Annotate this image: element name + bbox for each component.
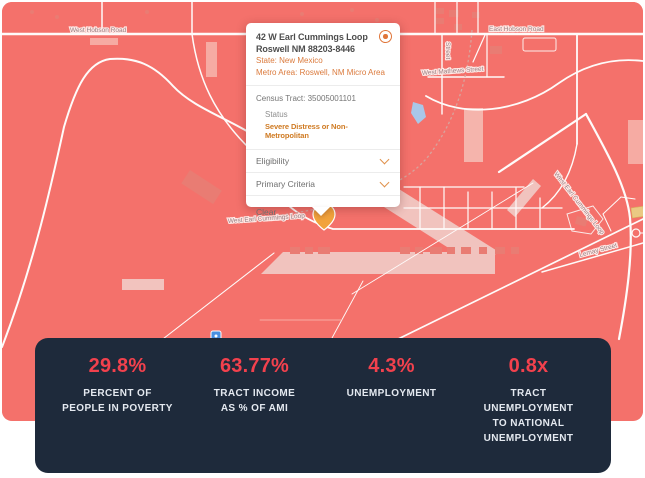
census-tract-row: Census Tract: 35005001101 <box>256 94 390 103</box>
stat-unemployment-ratio-label: TRACT UNEMPLOYMENT TO NATIONAL UNEMPLOYM… <box>483 388 574 444</box>
eligibility-section[interactable]: Eligibility <box>256 150 390 172</box>
primary-criteria-label: Primary Criteria <box>256 179 316 189</box>
stat-unemployment-ratio-value: 0.8x <box>508 355 549 377</box>
outlined-building <box>522 37 557 52</box>
primary-criteria-section[interactable]: Primary Criteria <box>256 173 390 195</box>
census-tract-label: Census Tract: <box>256 94 306 103</box>
metro-value: Roswell, NM Micro Area <box>299 68 385 77</box>
address-line-1: 42 W Earl Cummings Loop <box>256 32 368 42</box>
divider <box>246 172 400 173</box>
map-buildings <box>30 8 588 254</box>
state-row: State: New Mexico <box>256 55 390 67</box>
street-label: East Hobson Road <box>489 26 544 33</box>
clear-button[interactable]: Clear <box>256 207 277 217</box>
street-label: Street <box>444 42 451 60</box>
divider <box>246 85 400 86</box>
status-value: Severe Distress or Non-Metropolitan <box>265 122 348 140</box>
popup-address: 42 W Earl Cummings Loop Roswell NM 88203… <box>256 31 390 55</box>
street-label: West Hobson Road <box>70 27 127 34</box>
chevron-down-icon <box>379 154 390 164</box>
tract-info-popup: 42 W Earl Cummings Loop Roswell NM 88203… <box>246 23 400 217</box>
state-value: New Mexico <box>279 56 323 65</box>
stat-tract-income-label: TRACT INCOME AS % OF AMI <box>213 388 296 414</box>
metro-area-row: Metro Area: Roswell, NM Micro Area <box>256 67 390 79</box>
stat-poverty-label: PERCENT OF PEOPLE IN POVERTY <box>62 388 173 414</box>
stat-tract-income-value: 63.77% <box>219 355 290 377</box>
stats-bar: 29.8% PERCENT OF PEOPLE IN POVERTY 63.77… <box>35 338 611 473</box>
clear-row: Clear <box>256 196 390 217</box>
eligibility-label: Eligibility <box>256 156 290 166</box>
yellow-building <box>630 205 643 219</box>
metro-label: Metro Area: <box>256 68 298 77</box>
stat-poverty: 29.8% PERCENT OF PEOPLE IN POVERTY <box>49 355 186 473</box>
divider <box>246 149 400 150</box>
stat-unemployment-value: 4.3% <box>368 355 415 377</box>
close-icon-dot <box>383 34 388 39</box>
pond <box>411 102 426 124</box>
chevron-down-icon <box>379 177 390 187</box>
stat-tract-income: 63.77% TRACT INCOME AS % OF AMI <box>186 355 323 473</box>
stat-unemployment-label: UNEMPLOYMENT <box>346 388 437 399</box>
census-tract-value: 35005001101 <box>307 94 356 103</box>
state-label: State: <box>256 56 277 65</box>
stat-unemployment-ratio: 0.8x TRACT UNEMPLOYMENT TO NATIONAL UNEM… <box>460 355 597 473</box>
stat-unemployment: 4.3% UNEMPLOYMENT <box>323 355 460 473</box>
divider <box>246 195 400 196</box>
close-icon[interactable] <box>379 30 392 43</box>
status-label: Status <box>265 110 288 119</box>
popup-pointer <box>312 207 330 216</box>
address-line-2: Roswell NM 88203-8446 <box>256 44 355 54</box>
stat-poverty-value: 29.8% <box>88 355 147 377</box>
